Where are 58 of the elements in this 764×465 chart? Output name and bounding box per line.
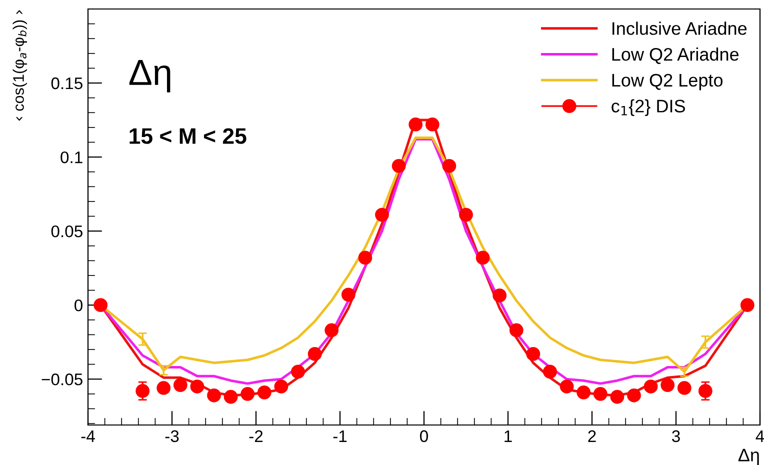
- point: [660, 378, 675, 392]
- point: [509, 323, 524, 338]
- point: [560, 380, 574, 394]
- x-tick-label: -4: [81, 430, 95, 442]
- x-tick-label: -1: [333, 430, 347, 442]
- point: [136, 384, 150, 398]
- y-axis-title: ‹ cos(1(φ$_{a}$-φ$_{b}$)) ›: [12, 10, 27, 121]
- point: [593, 386, 608, 401]
- point: [308, 346, 322, 361]
- point: [408, 118, 423, 132]
- x-tick-label: 3: [672, 430, 680, 442]
- x-tick-label: 4: [756, 430, 764, 442]
- x-tick-label: 2: [588, 430, 596, 442]
- point: [173, 378, 188, 392]
- point: [190, 380, 204, 394]
- y-tick-label: 0.1: [60, 151, 82, 164]
- x-tick-label: 0: [420, 430, 428, 442]
- point: [207, 388, 221, 402]
- y-tick-label: 0.05: [51, 225, 82, 238]
- point: [740, 298, 754, 312]
- x-tick-label: -3: [165, 430, 179, 442]
- point: [392, 158, 406, 173]
- point: [375, 208, 389, 222]
- legend-label: Low Q2 Ariadne: [612, 48, 739, 64]
- point: [358, 250, 372, 265]
- point: [576, 385, 591, 400]
- point: [459, 208, 473, 222]
- point: [291, 364, 305, 379]
- point: [324, 323, 339, 338]
- x-tick-label: 1: [504, 430, 512, 442]
- legend-label: Low Q2 Lepto: [612, 74, 723, 90]
- y-tick-label: 0.15: [51, 77, 82, 90]
- point: [476, 250, 490, 265]
- point: [644, 380, 658, 394]
- point: [543, 364, 557, 379]
- x-tick-label: -2: [249, 430, 263, 442]
- point: [425, 118, 440, 132]
- y-tick-label: −0.05: [42, 374, 82, 386]
- point: [698, 384, 712, 398]
- x-axis-title: Δη: [738, 448, 759, 465]
- point: [492, 288, 507, 302]
- annotation: Δη: [129, 60, 170, 92]
- point: [526, 346, 540, 361]
- y-tick-label: 0: [74, 299, 82, 312]
- legend-label: c$_{1}${2} DIS: [612, 99, 685, 116]
- point: [257, 385, 272, 400]
- point: [627, 388, 641, 402]
- point: [442, 158, 456, 173]
- point: [240, 386, 255, 401]
- point: [610, 390, 624, 404]
- point: [156, 381, 171, 395]
- point: [224, 390, 238, 404]
- legend-label: Inclusive Ariadne: [612, 22, 747, 35]
- point: [677, 381, 692, 395]
- point: [274, 380, 288, 394]
- point: [94, 298, 108, 312]
- annotation: 15 < M < 25: [130, 128, 246, 144]
- point: [341, 288, 356, 302]
